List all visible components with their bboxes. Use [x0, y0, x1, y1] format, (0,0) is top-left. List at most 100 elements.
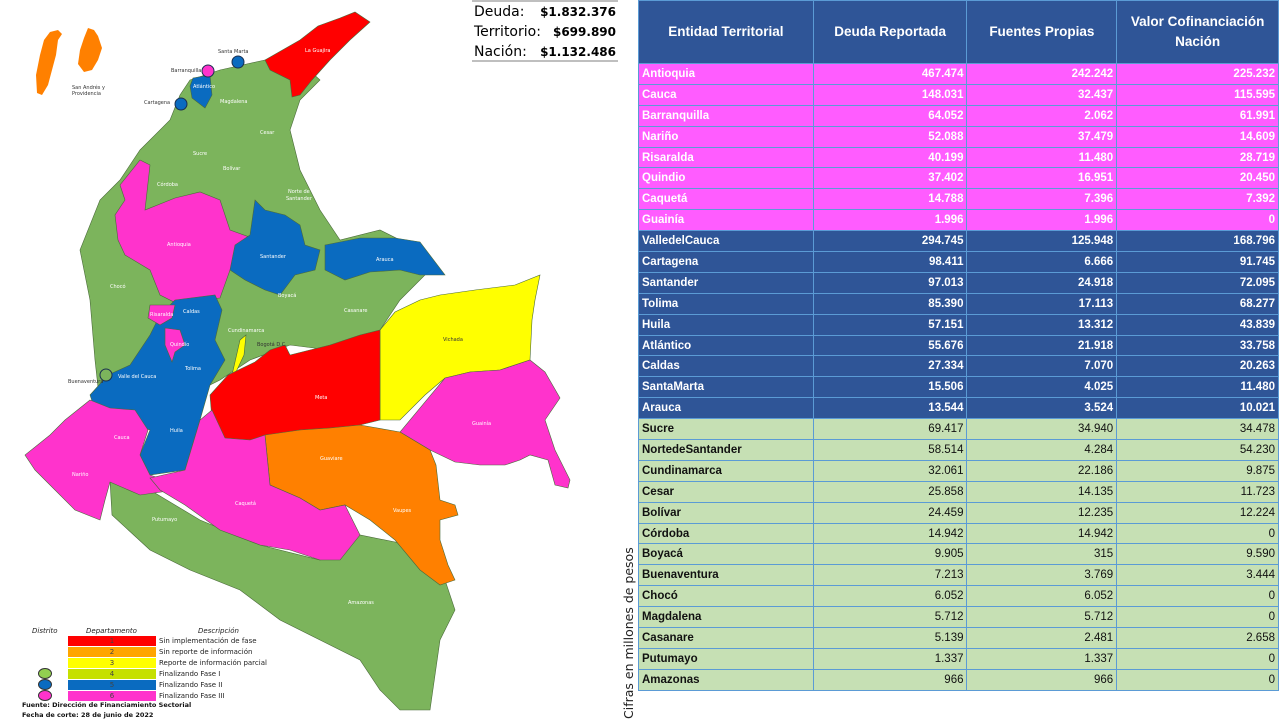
san-andres-island — [36, 30, 62, 95]
legend-source: Fuente: Dirección de Financiamiento Sect… — [22, 701, 192, 709]
label-risaralda: Risaralda — [150, 312, 173, 318]
table-row: Nariño 52.088 37.479 14.609 — [638, 125, 1279, 148]
total-deuda-label: Deuda: — [474, 4, 525, 20]
table-header-row: Entidad Territorial Deuda Reportada Fuen… — [638, 0, 1279, 64]
label-sucre: Sucre — [193, 151, 207, 157]
district-santa-marta-marker — [231, 55, 245, 69]
table-row: Tolima 85.390 17.113 68.277 — [638, 292, 1279, 315]
propias-value: 24.918 — [966, 271, 1118, 294]
label-cartagena: Cartagena — [144, 100, 170, 106]
table-row: NortedeSantander 58.514 4.284 54.230 — [638, 439, 1279, 461]
label-buenaventura: Buenaventura — [68, 379, 103, 385]
deuda-value: 37.402 — [812, 167, 968, 190]
legend-swatch-2: 2 — [68, 647, 156, 657]
table-row: Antioquia 467.474 242.242 225.232 — [638, 63, 1279, 85]
region-guainia — [399, 359, 571, 489]
table-row: Cauca 148.031 32.437 115.595 — [638, 83, 1279, 106]
label-arauca: Arauca — [376, 257, 394, 263]
deuda-value: 52.088 — [812, 125, 968, 148]
label-huila: Huila — [170, 428, 183, 434]
total-deuda-value: $1.832.376 — [540, 5, 616, 19]
deuda-value: 1.337 — [812, 647, 968, 670]
providencia-island — [78, 28, 102, 72]
legend-col-descripcion: Descripción — [198, 627, 239, 635]
propias-value: 4.025 — [966, 376, 1118, 399]
legend-col-distrito: Distrito — [32, 627, 58, 635]
total-nacion-label: Nación: — [474, 44, 527, 60]
nacion-value: 33.758 — [1116, 334, 1279, 357]
region-antioquia — [114, 159, 253, 306]
entity-name: Huila — [638, 313, 814, 336]
entity-name: Arauca — [638, 397, 814, 420]
deuda-value: 6.052 — [812, 585, 968, 608]
nacion-value: 9.875 — [1116, 459, 1279, 482]
total-territorio-label: Territorio: — [474, 24, 541, 40]
region-vichada — [379, 274, 541, 421]
legend-item-3: 3 Reporte de información parcial — [68, 658, 318, 668]
deuda-value: 966 — [812, 668, 968, 691]
label-amazonas: Amazonas — [348, 600, 374, 606]
total-territorio-value: $699.890 — [552, 25, 616, 39]
entity-name: Córdoba — [638, 522, 814, 545]
entity-name: Buenaventura — [638, 564, 814, 587]
nacion-value: 20.450 — [1116, 167, 1279, 190]
legend-desc-3: Reporte de información parcial — [159, 659, 267, 667]
entity-name: NortedeSantander — [638, 439, 814, 461]
nacion-value: 91.745 — [1116, 251, 1279, 273]
header-deuda: Deuda Reportada — [812, 0, 968, 64]
deuda-value: 13.544 — [812, 397, 968, 420]
district-buenaventura-marker — [99, 368, 113, 382]
table-row: Bolívar 24.459 12.235 12.224 — [638, 501, 1279, 524]
table-row: Putumayo 1.337 1.337 0 — [638, 647, 1279, 670]
label-tolima: Tolima — [184, 366, 201, 372]
legend-swatch-1: 1 — [68, 636, 156, 646]
entity-name: Cartagena — [638, 251, 814, 273]
table-row: Arauca 13.544 3.524 10.021 — [638, 397, 1279, 420]
table-row: Atlántico 55.676 21.918 33.758 — [638, 334, 1279, 357]
deuda-value: 40.199 — [812, 146, 968, 169]
deuda-value: 57.151 — [812, 313, 968, 336]
debt-table: Entidad Territorial Deuda Reportada Fuen… — [638, 0, 1279, 691]
legend-item-4: 4 Finalizando Fase I — [68, 669, 318, 679]
propias-value: 12.235 — [966, 501, 1118, 524]
propias-value: 13.312 — [966, 313, 1118, 336]
legend-swatch-6: 6 — [68, 691, 156, 701]
entity-name: Santander — [638, 271, 814, 294]
deuda-value: 69.417 — [812, 418, 968, 441]
table-row: Santander 97.013 24.918 72.095 — [638, 271, 1279, 294]
deuda-value: 55.676 — [812, 334, 968, 357]
label-cordoba: Córdoba — [157, 181, 178, 188]
legend-desc-5: Finalizando Fase II — [159, 681, 223, 689]
total-deuda: Deuda: $1.832.376 — [472, 2, 618, 22]
legend-desc-6: Finalizando Fase III — [159, 692, 225, 700]
propias-value: 16.951 — [966, 167, 1118, 190]
deuda-value: 24.459 — [812, 501, 968, 524]
propias-value: 6.666 — [966, 251, 1118, 273]
label-antioquia: Antioquia — [167, 242, 191, 248]
nacion-value: 9.590 — [1116, 543, 1279, 566]
total-territorio: Territorio: $699.890 — [472, 22, 618, 42]
nacion-value: 0 — [1116, 606, 1279, 629]
deuda-value: 9.905 — [812, 543, 968, 566]
label-san-andres-1: San Andrés y — [72, 84, 105, 91]
nacion-value: 11.480 — [1116, 376, 1279, 399]
entity-name: Magdalena — [638, 606, 814, 629]
propias-value: 37.479 — [966, 125, 1118, 148]
legend-desc-4: Finalizando Fase I — [159, 670, 221, 678]
propias-value: 5.712 — [966, 606, 1118, 629]
deuda-value: 5.712 — [812, 606, 968, 629]
table-row: Caquetá 14.788 7.396 7.392 — [638, 188, 1279, 211]
label-casanare: Casanare — [344, 308, 367, 314]
propias-value: 11.480 — [966, 146, 1118, 169]
table-row: Huila 57.151 13.312 43.839 — [638, 313, 1279, 336]
label-cundinamarca: Cundinamarca — [228, 328, 264, 334]
legend-swatch-3: 3 — [68, 658, 156, 668]
nacion-value: 0 — [1116, 209, 1279, 232]
propias-value: 3.769 — [966, 564, 1118, 587]
nacion-value: 10.021 — [1116, 397, 1279, 420]
table-row: Guainía 1.996 1.996 0 — [638, 209, 1279, 232]
entity-name: Antioquia — [638, 63, 814, 85]
entity-name: Sucre — [638, 418, 814, 441]
region-bogota — [231, 334, 247, 376]
header-nacion: Valor Cofinanciación Nación — [1116, 0, 1279, 64]
